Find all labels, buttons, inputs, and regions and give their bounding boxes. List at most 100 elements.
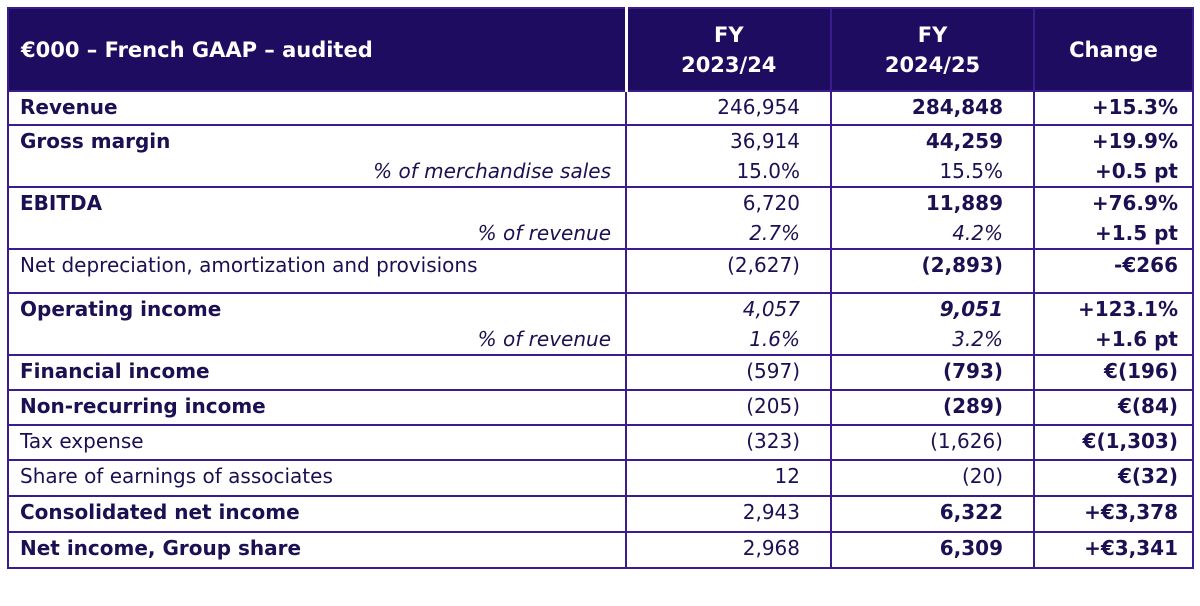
value-change: +1.6 pt <box>1094 327 1178 351</box>
value-change: +15.3% <box>1091 95 1178 119</box>
row-label: Gross margin <box>20 129 171 153</box>
row-label: EBITDA <box>20 191 103 215</box>
value-fy-2023-24: 2.7% <box>749 221 800 245</box>
value-fy-2024-25-cell: 9,051 3.2% <box>830 292 1035 356</box>
header-fy: FY <box>917 22 948 47</box>
value-fy-2024-25: 9,051 <box>939 297 1003 321</box>
value-fy-2023-24-cell: (2,627) <box>625 248 832 294</box>
row-label-cell: Tax expense <box>7 424 627 461</box>
value-change: €(196) <box>1104 359 1178 383</box>
value-fy-2024-25-cell: 44,259 15.5% <box>830 124 1035 188</box>
row-sublabel: % of revenue <box>477 221 611 245</box>
row-sublabel: % of merchandise sales <box>373 159 611 183</box>
value-fy-2023-24: 12 <box>774 464 800 488</box>
value-fy-2023-24: 6,720 <box>742 191 800 215</box>
value-change: +€3,378 <box>1084 500 1178 524</box>
value-fy-2024-25: 284,848 <box>911 95 1003 119</box>
value-change-cell: +€3,341 <box>1033 531 1194 569</box>
row-label-cell: Financial income <box>7 354 627 391</box>
value-fy-2024-25-cell: 11,889 4.2% <box>830 186 1035 250</box>
row-label-cell: Revenue <box>7 90 627 126</box>
value-fy-2023-24: 15.0% <box>736 159 800 183</box>
value-fy-2024-25-cell: (2,893) <box>830 248 1035 294</box>
table-row: Non-recurring income (205) (289) €(84) <box>7 389 1194 426</box>
value-fy-2024-25: (1,626) <box>930 429 1003 453</box>
row-label: Financial income <box>20 359 210 383</box>
value-fy-2023-24-cell: (323) <box>625 424 832 461</box>
row-sublabel: % of revenue <box>477 327 611 351</box>
value-change-cell: +123.1% +1.6 pt <box>1033 292 1194 356</box>
value-fy-2023-24: (2,627) <box>727 253 800 277</box>
value-fy-2024-25-cell: (793) <box>830 354 1035 391</box>
value-change: €(1,303) <box>1082 429 1178 453</box>
header-year: 2024/25 <box>884 52 981 77</box>
header-fy: FY <box>713 22 744 47</box>
table-row: Tax expense (323) (1,626) €(1,303) <box>7 424 1194 461</box>
value-change-cell: -€266 <box>1033 248 1194 294</box>
value-fy-2023-24-cell: 246,954 <box>625 90 832 126</box>
header-fy-2023-24: FY 2023/24 <box>624 7 832 92</box>
value-fy-2023-24: 1.6% <box>749 327 800 351</box>
value-change: +€3,341 <box>1084 536 1178 560</box>
value-fy-2023-24: 2,943 <box>742 500 800 524</box>
header-label: €000 – French GAAP – audited <box>7 7 627 92</box>
value-fy-2024-25: 6,322 <box>939 500 1003 524</box>
row-label-cell: EBITDA % of revenue <box>7 186 627 250</box>
row-label: Net depreciation, amortization and provi… <box>20 253 478 277</box>
value-change: +1.5 pt <box>1094 221 1178 245</box>
value-change: +19.9% <box>1091 129 1178 153</box>
value-change-cell: +€3,378 <box>1033 495 1194 533</box>
table-row: Gross margin % of merchandise sales 36,914… <box>7 124 1194 188</box>
table-row: Consolidated net income 2,943 6,322 +€3,378 <box>7 495 1194 533</box>
row-label: Operating income <box>20 297 222 321</box>
table-row: Revenue 246,954 284,848 +15.3% <box>7 90 1194 126</box>
income-statement-table: €000 – French GAAP – audited FY 2023/24 F… <box>7 7 1194 569</box>
value-fy-2024-25-cell: (20) <box>830 459 1035 497</box>
row-label-cell: Consolidated net income <box>7 495 627 533</box>
value-change: +76.9% <box>1091 191 1178 215</box>
value-fy-2023-24-cell: 36,914 15.0% <box>625 124 832 188</box>
header-fy-2024-25: FY 2024/25 <box>830 7 1035 92</box>
value-fy-2024-25: (2,893) <box>921 253 1003 277</box>
value-change-cell: +19.9% +0.5 pt <box>1033 124 1194 188</box>
row-label: Net income, Group share <box>20 536 302 560</box>
value-fy-2023-24: (597) <box>746 359 800 383</box>
value-fy-2024-25-cell: (1,626) <box>830 424 1035 461</box>
value-fy-2023-24-cell: (205) <box>625 389 832 426</box>
value-fy-2023-24: 2,968 <box>742 536 800 560</box>
value-change-cell: €(84) <box>1033 389 1194 426</box>
table-row: Operating income % of revenue 4,057 1.6% 9,0… <box>7 292 1194 356</box>
value-change: €(32) <box>1117 464 1178 488</box>
value-fy-2024-25: 15.5% <box>939 159 1003 183</box>
value-fy-2023-24: (323) <box>746 429 800 453</box>
value-fy-2024-25: (289) <box>942 394 1003 418</box>
row-label: Non-recurring income <box>20 394 266 418</box>
value-fy-2023-24-cell: (597) <box>625 354 832 391</box>
value-fy-2024-25: (793) <box>942 359 1003 383</box>
row-label-cell: Gross margin % of merchandise sales <box>7 124 627 188</box>
value-fy-2024-25: 4.2% <box>952 221 1003 245</box>
header-year: 2023/24 <box>681 52 777 77</box>
value-change-cell: €(196) <box>1033 354 1194 391</box>
row-label-cell: Operating income % of revenue <box>7 292 627 356</box>
row-label-cell: Net income, Group share <box>7 531 627 569</box>
value-fy-2023-24: 36,914 <box>730 129 800 153</box>
value-fy-2024-25: (20) <box>961 464 1003 488</box>
value-fy-2023-24-cell: 12 <box>625 459 832 497</box>
value-fy-2023-24-cell: 4,057 1.6% <box>625 292 832 356</box>
value-change: +0.5 pt <box>1094 159 1178 183</box>
row-label-cell: Non-recurring income <box>7 389 627 426</box>
value-change-cell: +76.9% +1.5 pt <box>1033 186 1194 250</box>
value-fy-2024-25: 44,259 <box>925 129 1003 153</box>
value-fy-2024-25-cell: (289) <box>830 389 1035 426</box>
value-change-cell: +15.3% <box>1033 90 1194 126</box>
table-row: Net income, Group share 2,968 6,309 +€3,341 <box>7 531 1194 569</box>
value-fy-2024-25-cell: 6,322 <box>830 495 1035 533</box>
value-change: -€266 <box>1114 253 1178 277</box>
value-fy-2023-24-cell: 2,943 <box>625 495 832 533</box>
table-row: Financial income (597) (793) €(196) <box>7 354 1194 391</box>
value-fy-2023-24: 246,954 <box>717 95 800 119</box>
row-label: Consolidated net income <box>20 500 300 524</box>
value-fy-2023-24-cell: 2,968 <box>625 531 832 569</box>
value-change-cell: €(32) <box>1033 459 1194 497</box>
